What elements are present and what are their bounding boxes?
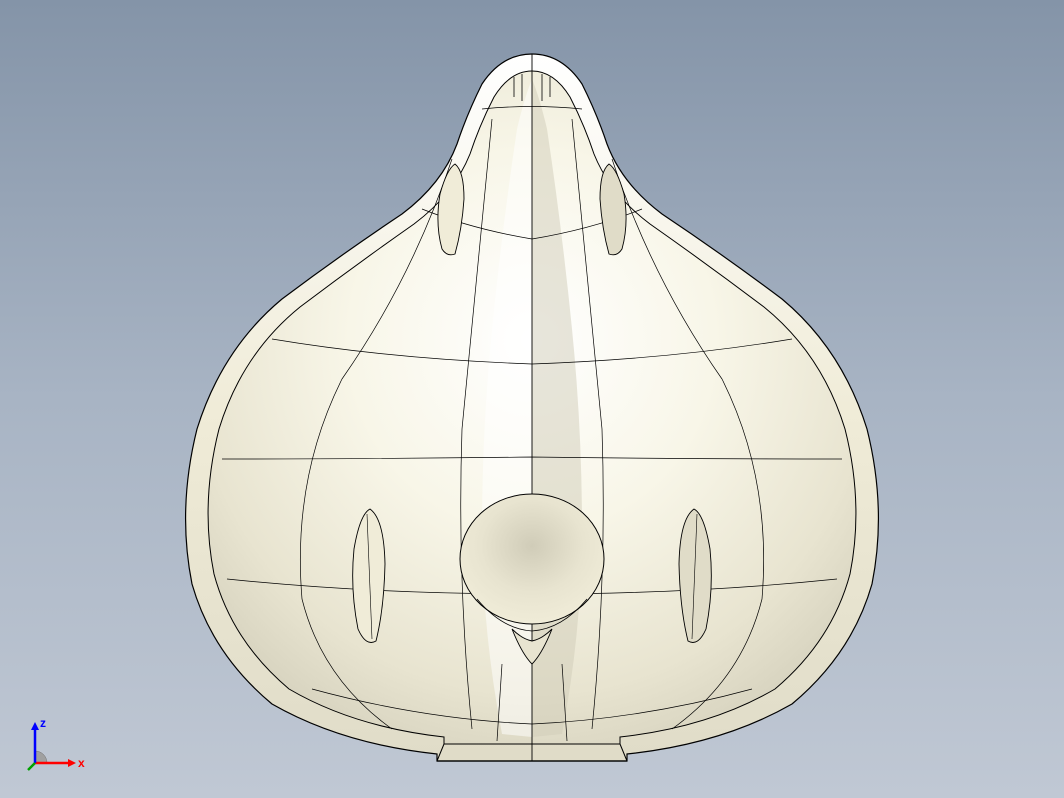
axis-triad[interactable]: x z bbox=[20, 713, 90, 783]
z-axis-label: z bbox=[40, 716, 46, 730]
x-axis-arrow bbox=[68, 759, 76, 767]
y-axis bbox=[28, 763, 35, 770]
axis-triad-svg: x z bbox=[20, 713, 90, 783]
cad-viewport[interactable]: x z bbox=[0, 0, 1064, 798]
model-svg bbox=[142, 29, 922, 769]
x-axis-label: x bbox=[78, 756, 85, 770]
model-display[interactable] bbox=[142, 29, 922, 769]
axis-origin bbox=[35, 751, 47, 763]
z-axis-arrow bbox=[31, 722, 39, 730]
